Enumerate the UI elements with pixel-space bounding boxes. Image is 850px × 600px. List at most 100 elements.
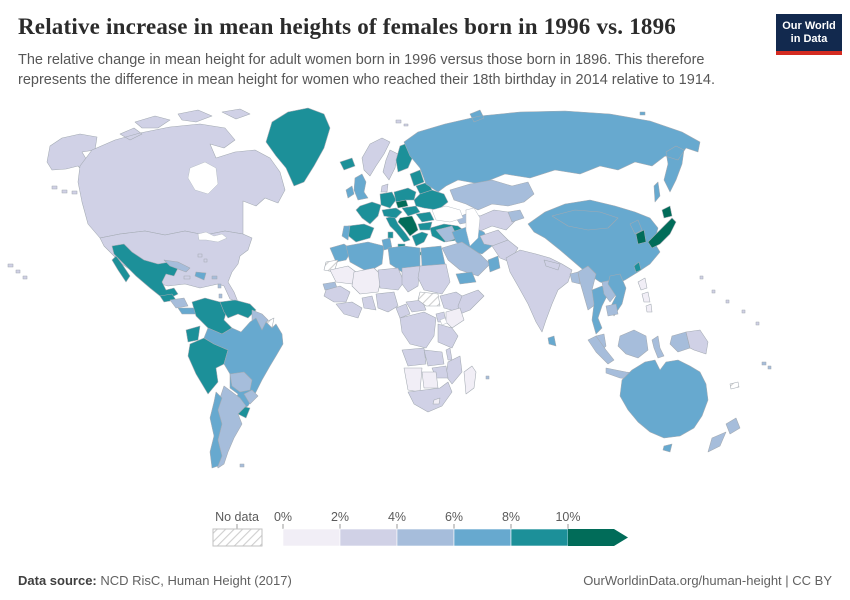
country-drc[interactable] (399, 311, 437, 349)
country-ireland[interactable] (345, 185, 355, 199)
country-united-kingdom[interactable] (353, 173, 369, 201)
country-italy[interactable] (385, 215, 411, 248)
country-greenland[interactable] (265, 107, 331, 187)
country-malawi[interactable] (445, 347, 453, 361)
country-bulgaria[interactable] (417, 221, 433, 231)
country-mexico[interactable] (111, 243, 179, 299)
country-yemen[interactable] (455, 271, 477, 285)
country-mongolia[interactable] (551, 209, 619, 231)
country-baltics[interactable] (409, 169, 425, 187)
country-cambodia[interactable] (605, 303, 619, 317)
country-iceland[interactable] (339, 157, 356, 171)
legend-tick-label-5: 10% (555, 510, 580, 524)
owid-logo[interactable]: Our World in Data (776, 14, 842, 56)
country-portugal[interactable] (341, 225, 351, 241)
country-australia[interactable] (619, 359, 709, 453)
legend-bin-2[interactable] (396, 528, 455, 547)
country-japan[interactable] (647, 205, 677, 249)
country-botswana[interactable] (421, 371, 439, 389)
country-ecuador[interactable] (185, 325, 201, 343)
legend-tick-label-4: 8% (502, 510, 520, 524)
country-oman[interactable] (487, 255, 501, 273)
country-cameroon[interactable] (395, 303, 411, 319)
country-cuba[interactable] (163, 259, 191, 273)
country-philippines[interactable] (637, 277, 653, 313)
country-south-africa[interactable] (407, 381, 453, 413)
country-venezuela[interactable] (219, 299, 257, 319)
country-nigeria[interactable] (375, 291, 399, 313)
country-kyrgyz-tajik[interactable] (507, 209, 525, 223)
country-angola[interactable] (401, 347, 427, 367)
country-kazakhstan[interactable] (449, 179, 535, 211)
country-russia[interactable] (403, 109, 701, 203)
footer: Data source: NCD RisC, Human Height (201… (18, 573, 832, 588)
country-ghana-togo[interactable] (361, 295, 377, 311)
country-brazil[interactable] (203, 317, 284, 411)
country-south-korea[interactable] (635, 229, 647, 245)
country-taiwan[interactable] (633, 261, 642, 273)
legend-bin-5-arrow[interactable] (568, 529, 628, 546)
country-falklands[interactable] (239, 463, 245, 468)
country-czechia[interactable] (395, 199, 409, 209)
country-tanzania[interactable] (437, 323, 459, 349)
country-usa-alaska[interactable] (46, 133, 101, 195)
country-south-sudan[interactable] (417, 291, 441, 307)
country-north-korea[interactable] (629, 219, 643, 235)
country-central-african[interactable] (405, 299, 427, 313)
country-nepal[interactable] (543, 259, 561, 271)
country-sri-lanka[interactable] (547, 335, 557, 347)
country-puerto-rico[interactable] (211, 275, 218, 280)
country-mauritius[interactable] (485, 375, 490, 380)
country-jamaica[interactable] (183, 275, 191, 280)
country-spain[interactable] (345, 223, 375, 243)
country-somalia[interactable] (457, 289, 485, 315)
legend-tick-label-3: 6% (445, 510, 463, 524)
country-fiji[interactable] (761, 361, 772, 370)
country-chad[interactable] (401, 265, 421, 293)
country-madagascar[interactable] (463, 365, 477, 395)
country-sierra-ghana-coast[interactable] (335, 301, 363, 319)
country-france[interactable] (355, 201, 382, 225)
country-sudan[interactable] (417, 263, 451, 295)
country-balkans[interactable] (397, 215, 419, 237)
country-namibia[interactable] (403, 367, 423, 393)
country-pacific-islands[interactable] (699, 275, 760, 326)
country-zambia[interactable] (423, 349, 445, 367)
country-india[interactable] (505, 249, 573, 333)
country-paraguay[interactable] (243, 389, 259, 405)
country-switzerland-austria[interactable] (381, 207, 403, 219)
country-norway[interactable] (361, 137, 391, 177)
country-new-zealand[interactable] (707, 417, 741, 453)
country-niger[interactable] (377, 267, 405, 291)
country-mali[interactable] (351, 267, 383, 295)
country-ukraine[interactable] (413, 189, 449, 211)
country-algeria[interactable] (345, 241, 385, 273)
country-hispaniola[interactable] (194, 271, 207, 281)
country-bahamas[interactable] (197, 253, 208, 263)
country-lesotho[interactable] (432, 397, 441, 405)
country-svalbard[interactable] (395, 119, 409, 127)
country-new-caledonia[interactable] (729, 381, 740, 390)
footer-link[interactable]: OurWorldinData.org/human-height | CC BY (583, 573, 832, 588)
country-bangladesh[interactable] (569, 271, 581, 285)
country-denmark[interactable] (380, 183, 389, 193)
country-usa-hawaii[interactable] (7, 263, 28, 280)
legend-bin-4[interactable] (510, 528, 569, 547)
legend-bin-1[interactable] (339, 528, 398, 547)
legend-bin-0[interactable] (282, 528, 341, 547)
country-honduras-nicaragua[interactable] (169, 297, 189, 309)
country-chile[interactable] (209, 391, 223, 469)
country-west-africa[interactable] (323, 285, 351, 303)
country-lesser-antilles[interactable] (217, 283, 223, 299)
country-bolivia[interactable] (229, 371, 253, 393)
country-romania[interactable] (415, 211, 435, 223)
legend-no-data-swatch[interactable] (212, 528, 263, 547)
country-germany[interactable] (379, 191, 397, 209)
country-papua-new-guinea[interactable] (685, 329, 709, 355)
country-canada[interactable] (77, 108, 286, 239)
country-saudi-arabia[interactable] (441, 241, 491, 277)
country-sweden[interactable] (382, 149, 399, 181)
country-slovakia-hungary[interactable] (401, 205, 421, 217)
country-myanmar[interactable] (577, 265, 597, 311)
country-poland[interactable] (393, 187, 417, 203)
